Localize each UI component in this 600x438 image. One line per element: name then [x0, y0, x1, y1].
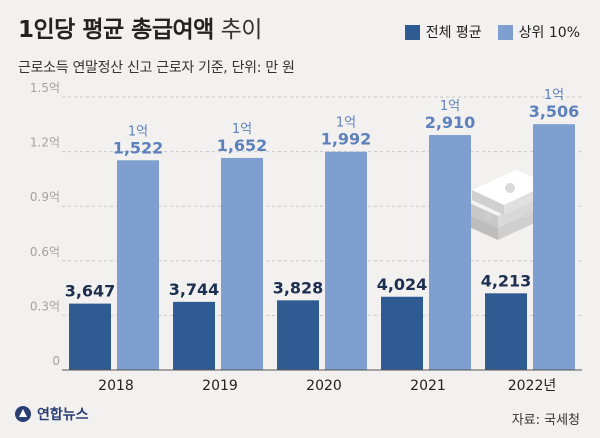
publisher-logo: 연합뉴스 [14, 404, 89, 424]
data-label: 3,828 [273, 278, 324, 297]
bar-overall [277, 300, 319, 370]
data-label-prefix: 1억 [336, 116, 356, 131]
bar-top10 [221, 157, 263, 370]
chart-legend: 전체 평균 상위 10% [389, 22, 580, 42]
data-label: 2,910 [425, 113, 476, 132]
data-label-prefix: 1억 [232, 122, 252, 137]
title-bold: 1인당 평균 총급여액 [18, 17, 214, 43]
y-axis: 0 0.3억 0.6억 0.9억 1.2억 1.5억 [30, 81, 60, 368]
legend-label-top10: 상위 10% [518, 25, 580, 41]
legend-swatch-overall [404, 24, 420, 40]
legend-item-top10: 상위 10% [497, 22, 580, 42]
legend-swatch-top10 [497, 24, 513, 40]
bar-top10 [429, 135, 471, 370]
chart-bars: 3,6471억1,5223,7441억1,6523,8281억1,9924,02… [65, 88, 580, 371]
y-tick-label: 0.9억 [30, 190, 60, 204]
logo-icon [15, 406, 31, 422]
data-label: 3,744 [169, 280, 220, 299]
y-tick-label: 0.3억 [30, 299, 60, 313]
page-title: 1인당 평균 총급여액 추이 [18, 10, 262, 44]
legend-label-overall: 전체 평균 [425, 25, 482, 41]
bar-overall [381, 296, 423, 370]
data-label-prefix: 1억 [128, 124, 148, 139]
bar-top10 [117, 160, 159, 370]
x-tick-label: 2019 [202, 378, 238, 394]
bar-overall [485, 293, 527, 370]
y-tick-label: 0.6억 [30, 245, 60, 259]
data-label: 1,992 [321, 130, 372, 149]
data-label: 1,652 [217, 136, 268, 155]
bar-top10 [325, 151, 367, 370]
data-label-prefix: 1억 [544, 88, 564, 103]
bar-top10 [533, 124, 575, 371]
data-source: 자료: 국세청 [511, 413, 580, 428]
y-tick-label: 1.5억 [30, 81, 60, 95]
x-tick-label: 2021 [410, 378, 446, 394]
data-label-prefix: 1억 [440, 99, 460, 114]
x-axis: 2018 2019 2020 2021 2022년 [62, 369, 582, 394]
bar-overall [173, 301, 215, 370]
x-tick-label: 2018 [98, 378, 134, 394]
x-tick-label: 2022년 [508, 378, 557, 394]
y-tick-label: 1.2억 [30, 136, 60, 150]
legend-item-overall: 전체 평균 [404, 22, 482, 42]
data-label: 3,647 [65, 282, 116, 301]
bar-overall [69, 303, 111, 370]
y-tick-label: 0 [52, 354, 60, 368]
data-label: 3,506 [529, 102, 580, 121]
data-label: 1,522 [113, 138, 164, 157]
data-label: 4,024 [377, 275, 428, 294]
x-tick-label: 2020 [306, 378, 342, 394]
data-label: 4,213 [481, 271, 532, 290]
title-light: 추이 [220, 17, 263, 43]
logo-text: 연합뉴스 [37, 407, 89, 423]
chart-subtitle: 근로소득 연말정산 신고 근로자 기준, 단위: 만 원 [18, 60, 295, 76]
